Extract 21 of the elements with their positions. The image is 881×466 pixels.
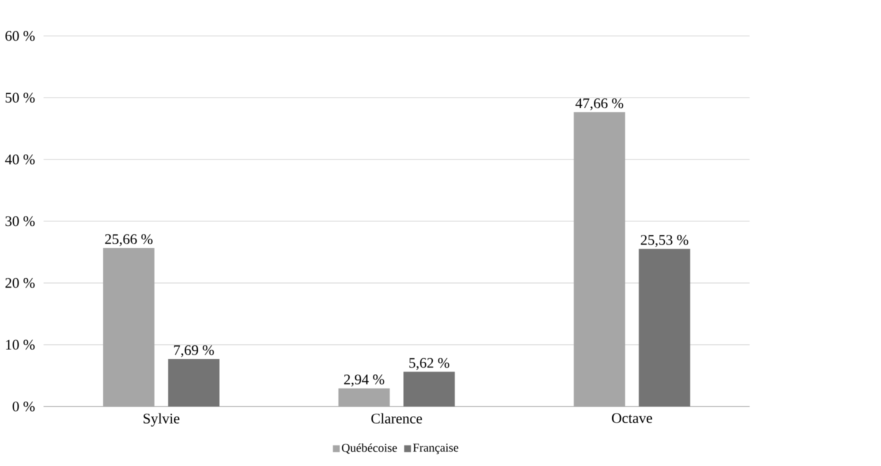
data-label: 47,66 % bbox=[575, 98, 624, 110]
y-tick-label: 20 % bbox=[5, 278, 35, 288]
bar bbox=[168, 358, 220, 406]
data-label: 25,66 % bbox=[105, 234, 152, 246]
legend-label: Française bbox=[413, 443, 458, 454]
y-tick-label: 40 % bbox=[5, 154, 35, 164]
x-tick-label: Clarence bbox=[371, 413, 422, 424]
bar bbox=[638, 248, 690, 406]
y-tick-label: 50 % bbox=[6, 92, 35, 102]
legend-label: Québécoise bbox=[342, 443, 397, 454]
x-tick-label: Octave bbox=[612, 413, 652, 423]
data-label: 5,62 % bbox=[409, 358, 450, 370]
data-label: 25,53 % bbox=[640, 234, 688, 247]
bar bbox=[403, 372, 455, 406]
x-tick-label: Sylvie bbox=[144, 413, 180, 426]
data-label: 7,69 % bbox=[174, 345, 214, 357]
y-tick-label: 30 % bbox=[6, 216, 35, 226]
y-tick-label: 10 % bbox=[6, 340, 35, 350]
y-tick-label: 0 % bbox=[12, 401, 35, 412]
y-tick-label: 60 % bbox=[5, 30, 35, 41]
data-label: 2,94 % bbox=[344, 374, 384, 386]
